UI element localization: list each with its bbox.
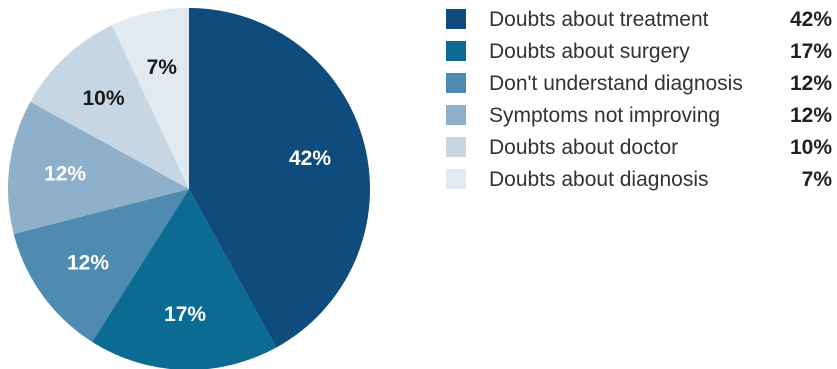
pie-slice-doubts-about-diagnosis [111,8,189,189]
legend-item-doubts-about-surgery: Doubts about surgery 17% [446,40,832,63]
pie-slice-doubts-about-surgery [92,189,277,369]
legend-label: Doubts about diagnosis [489,168,709,191]
legend-label: Doubts about surgery [489,40,690,63]
legend: Doubts about treatment 42% Doubts about su… [446,8,832,191]
legend-value: 10% [790,136,832,159]
legend-swatch [446,9,466,29]
pie-slice-doubts-about-doctor [30,25,189,190]
legend-label: Doubts about treatment [489,8,709,31]
legend-item-symptoms-not-improving: Symptoms not improving 12% [446,104,832,127]
legend-swatch [446,169,466,189]
pie-slice-labels: 42% 17% 12% 12% 10% 7% [44,56,331,326]
legend-value: 17% [790,40,832,63]
pie-label-doubts-about-surgery: 17% [164,303,206,326]
pie-label-doubts-about-treatment: 42% [289,147,331,170]
legend-value: 42% [790,8,832,31]
pie-slice-don-t-understand-diagnosis [13,189,189,342]
legend-item-doubts-about-treatment: Doubts about treatment 42% [446,8,832,31]
pie-slice-symptoms-not-improving [8,101,190,235]
pie-slices [8,8,370,369]
pie-label-symptoms-not-improving: 12% [44,162,86,185]
legend-item-doubts-about-diagnosis: Doubts about diagnosis 7% [446,168,832,191]
legend-label: Don't understand diagnosis [489,72,743,95]
legend-value: 12% [790,104,832,127]
pie-label-don-t-understand-diagnosis: 12% [67,251,109,274]
pie-label-doubts-about-diagnosis: 7% [147,56,178,79]
legend-label: Doubts about doctor [489,136,678,159]
legend-swatch [446,73,466,93]
legend-value: 7% [802,168,833,191]
pie-slice-doubts-about-treatment [189,8,370,348]
legend-swatch [446,137,466,157]
legend-value: 12% [790,72,832,95]
legend-swatch [446,41,466,61]
pie-label-doubts-about-doctor: 10% [82,87,124,110]
legend-label: Symptoms not improving [489,104,720,127]
legend-swatch [446,105,466,125]
legend-item-don-t-understand-diagnosis: Don't understand diagnosis 12% [446,72,832,95]
legend-item-doubts-about-doctor: Doubts about doctor 10% [446,136,832,159]
